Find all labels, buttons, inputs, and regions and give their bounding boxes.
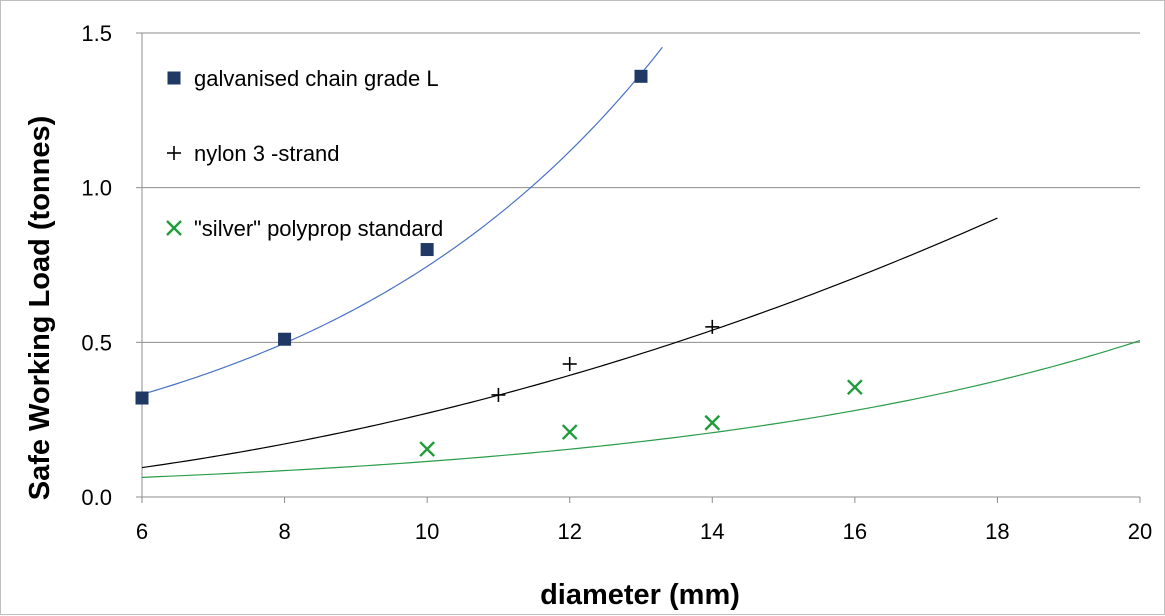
y-tick-label: 1.0 bbox=[81, 176, 112, 201]
point-series-0-1 bbox=[278, 332, 292, 346]
axes bbox=[136, 32, 1141, 503]
y-tick-label: 0.0 bbox=[81, 485, 112, 510]
x-tick-label: 16 bbox=[843, 519, 867, 544]
legend-marker-2 bbox=[166, 220, 182, 236]
point-series-0-0 bbox=[135, 391, 149, 405]
point-series-2-3-b bbox=[847, 379, 863, 396]
tick-labels: 0.0 0.5 1.0 1.5 6 8 10 12 14 16 18 20 bbox=[81, 21, 1152, 544]
legend-label-0: galvanised chain grade L bbox=[194, 66, 439, 91]
gridlines bbox=[142, 32, 1140, 343]
point-series-1-2 bbox=[705, 319, 720, 334]
x-tick-label: 10 bbox=[415, 519, 439, 544]
legend-label-1: nylon 3 -strand bbox=[194, 141, 340, 166]
legend-label-2: "silver" polyprop standard bbox=[194, 216, 443, 241]
point-series-2-3 bbox=[847, 379, 863, 396]
legend-marker-0 bbox=[167, 71, 181, 85]
x-axis-title: diameter (mm) bbox=[540, 579, 740, 611]
point-series-1-0 bbox=[491, 387, 506, 402]
x-tick-label: 18 bbox=[985, 519, 1009, 544]
y-axis-title: Safe Working Load (tonnes) bbox=[24, 116, 56, 501]
legend: galvanised chain grade L nylon 3 -strand "… bbox=[166, 66, 443, 241]
point-series-0-2 bbox=[420, 243, 434, 257]
x-tick-label: 6 bbox=[136, 519, 148, 544]
trendlines bbox=[142, 46, 1140, 478]
point-series-2-2-b bbox=[704, 414, 721, 431]
point-series-2-1-b bbox=[561, 424, 578, 440]
point-series-2-2 bbox=[704, 414, 721, 431]
x-tick-label: 12 bbox=[557, 519, 581, 544]
trendline-series-1 bbox=[142, 217, 998, 469]
point-series-2-0 bbox=[419, 441, 435, 457]
y-tick-label: 0.5 bbox=[81, 330, 112, 355]
point-series-1-1 bbox=[562, 356, 577, 371]
x-tick-label: 14 bbox=[700, 519, 724, 544]
legend-marker-2-b bbox=[166, 220, 182, 236]
x-tick-label: 20 bbox=[1128, 519, 1152, 544]
x-tick-label: 8 bbox=[278, 519, 290, 544]
point-series-2-1 bbox=[561, 424, 578, 440]
data-markers bbox=[135, 69, 863, 457]
trendline-series-2 bbox=[142, 339, 1140, 478]
point-series-0-3 bbox=[634, 69, 648, 83]
point-series-2-0-b bbox=[419, 441, 435, 457]
trendline-series-0 bbox=[142, 46, 663, 395]
y-tick-label: 1.5 bbox=[81, 21, 112, 46]
legend-marker-1 bbox=[167, 146, 181, 160]
